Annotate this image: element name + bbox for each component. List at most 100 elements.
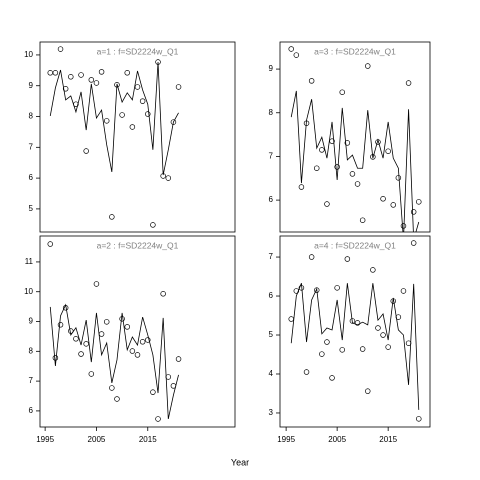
point: [410, 209, 417, 215]
point: [359, 217, 366, 223]
point: [334, 285, 340, 291]
panel-frame: [39, 41, 236, 233]
point: [103, 118, 110, 124]
point: [416, 199, 422, 205]
point: [155, 416, 161, 422]
plot-area: [288, 46, 422, 232]
point: [47, 241, 54, 247]
x-tick-label: 2015: [379, 435, 397, 444]
y-tick-label: 7: [269, 152, 274, 161]
plot-area: [47, 46, 182, 228]
y-tick-label: 4: [269, 369, 274, 378]
point: [380, 196, 386, 202]
point: [288, 46, 294, 52]
y-tick-label: 6: [29, 173, 34, 182]
point: [400, 223, 407, 229]
point: [124, 70, 130, 76]
point: [145, 111, 151, 117]
y-tick-label: 11: [25, 257, 34, 266]
line: [49, 61, 179, 176]
point: [114, 396, 120, 402]
point: [160, 291, 166, 297]
y-tick-label: 7: [29, 376, 34, 385]
point: [145, 337, 151, 343]
point: [129, 348, 136, 354]
y-tick-label: 10: [24, 50, 33, 59]
y-tick-label: 8: [29, 112, 34, 121]
point: [313, 165, 320, 171]
point: [83, 341, 89, 347]
point: [165, 175, 172, 181]
y-tick-label: 5: [269, 330, 274, 339]
point: [93, 80, 100, 86]
point: [78, 351, 84, 357]
point: [150, 222, 156, 228]
point: [410, 240, 417, 246]
point: [303, 369, 310, 375]
point: [308, 254, 315, 260]
point: [98, 69, 105, 75]
panel-title: a=2 : f=SD2224w_Q1: [97, 240, 179, 250]
point: [375, 325, 381, 331]
point: [129, 124, 136, 130]
x-tick-label: 1995: [277, 435, 295, 444]
x-tick-label: 2005: [328, 435, 346, 444]
point: [390, 202, 397, 208]
point: [339, 347, 345, 353]
point: [365, 388, 371, 394]
point: [73, 336, 79, 342]
point: [324, 339, 330, 345]
y-tick-label: 6: [269, 291, 274, 300]
panel-frame: [279, 235, 431, 428]
point: [98, 331, 105, 337]
point: [344, 140, 351, 146]
point: [52, 70, 59, 76]
plot-area: [47, 241, 182, 422]
y-tick-label: 9: [29, 81, 34, 90]
point: [103, 319, 110, 325]
point: [365, 63, 371, 69]
point: [150, 389, 156, 395]
point: [354, 181, 361, 187]
point: [400, 288, 407, 294]
point: [175, 356, 182, 362]
y-tick-label: 7: [29, 142, 34, 151]
point: [405, 80, 412, 86]
point: [68, 74, 74, 80]
point: [395, 175, 402, 181]
y-tick-label: 6: [29, 406, 34, 415]
y-tick-label: 5: [29, 204, 34, 213]
point: [57, 322, 64, 328]
point: [339, 89, 345, 95]
point: [359, 346, 366, 352]
point: [416, 416, 422, 422]
point: [124, 324, 130, 330]
line: [290, 283, 420, 410]
y-tick-label: 8: [29, 346, 34, 355]
point: [354, 320, 361, 326]
y-tick-label: 10: [24, 287, 33, 296]
point: [93, 281, 100, 287]
point: [139, 339, 146, 345]
x-tick-label: 2015: [139, 435, 157, 444]
plot-area: [288, 240, 422, 422]
point: [119, 112, 125, 118]
point: [109, 214, 115, 220]
panel-frame: [279, 41, 431, 233]
point: [288, 316, 294, 322]
x-tick-label: 1995: [36, 435, 54, 444]
point: [324, 201, 330, 207]
point: [119, 316, 125, 322]
point: [313, 287, 320, 293]
point: [319, 147, 325, 153]
point: [78, 72, 84, 78]
point: [385, 148, 391, 154]
point: [57, 46, 64, 52]
point: [109, 385, 115, 391]
point: [62, 86, 69, 92]
line: [290, 90, 420, 232]
point: [308, 78, 315, 84]
y-tick-label: 9: [269, 64, 274, 73]
point: [52, 355, 59, 361]
